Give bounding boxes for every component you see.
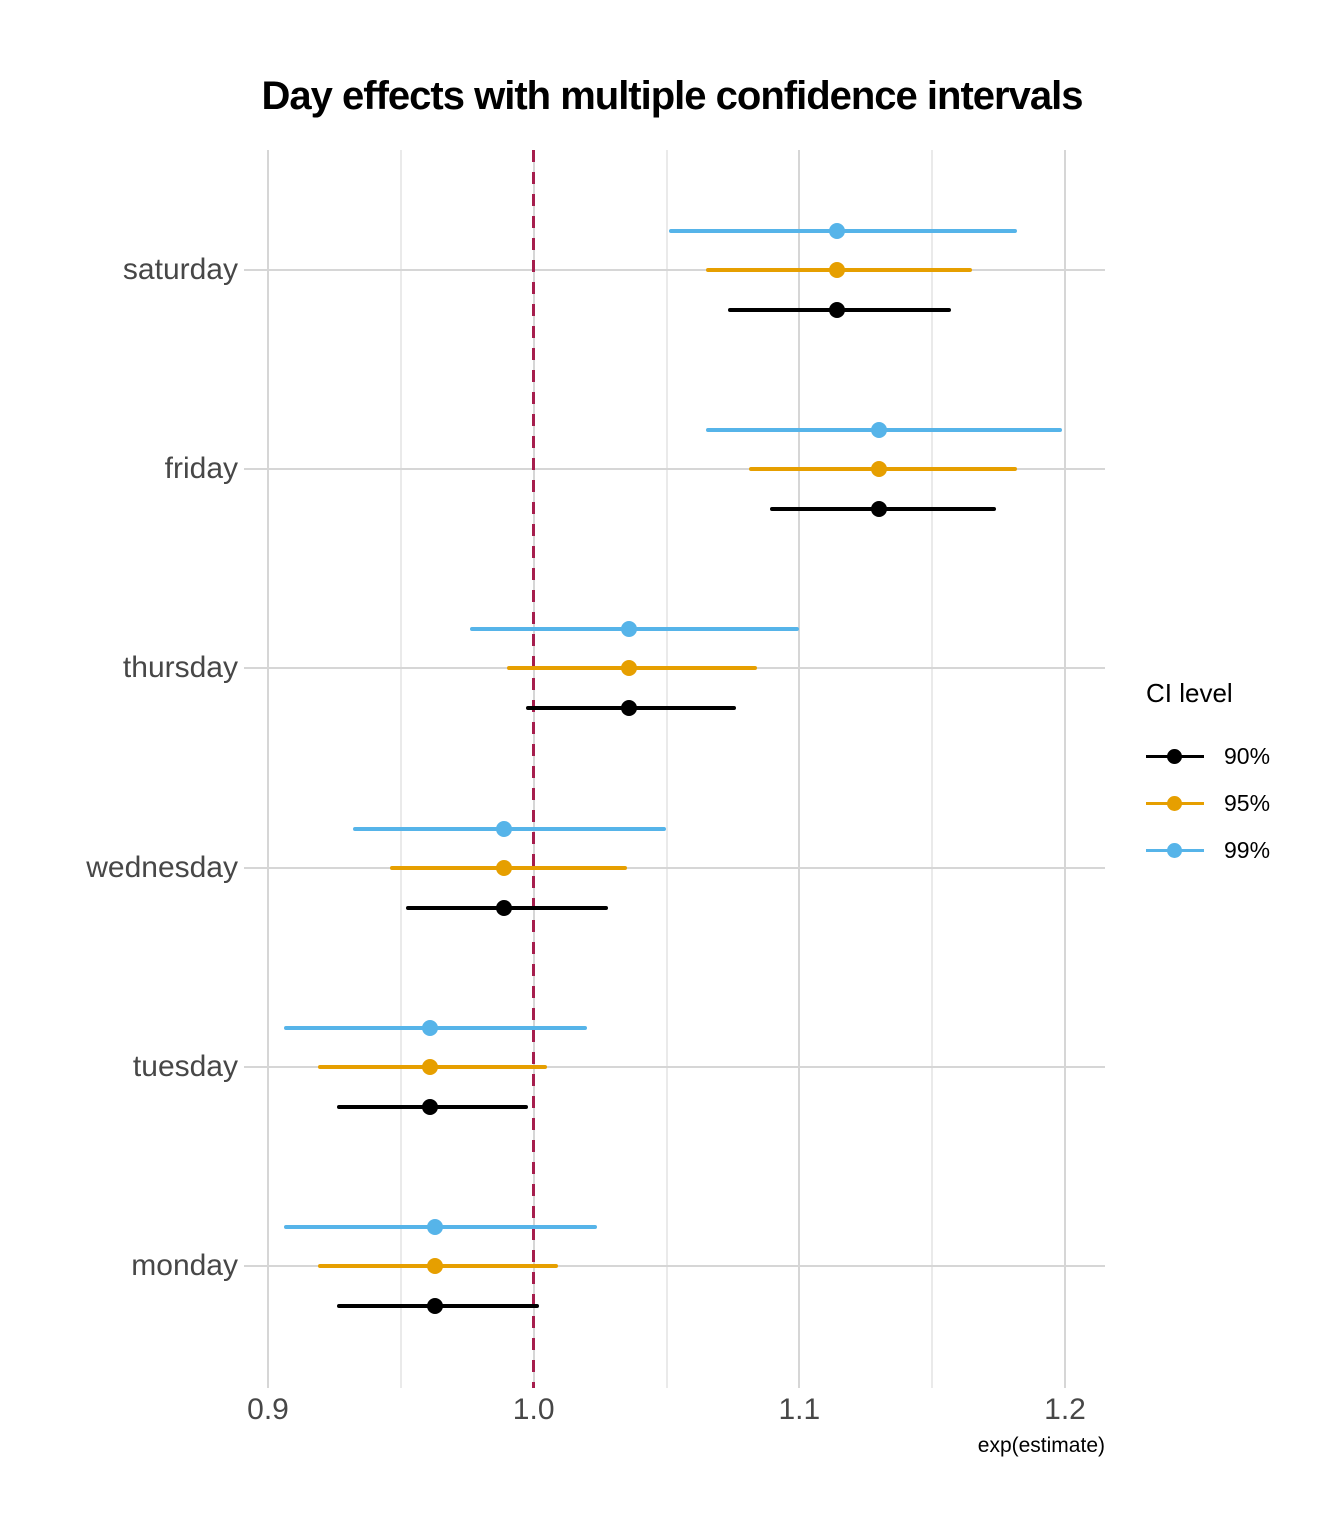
legend-key-dot	[1167, 843, 1182, 858]
ci-point-95	[422, 1059, 439, 1075]
gridline-minor	[399, 150, 402, 1388]
x-axis-tick-label: 1.1	[778, 1393, 821, 1426]
y-axis-label: saturday	[122, 253, 238, 286]
legend-label: 95%	[1224, 790, 1271, 816]
y-axis-label: thursday	[122, 651, 238, 684]
y-axis-label: tuesday	[132, 1050, 238, 1083]
reference-line	[532, 150, 536, 1388]
ci-point-95	[496, 860, 513, 876]
legend-item: 90%	[1146, 733, 1270, 780]
day-gridline	[244, 269, 1105, 271]
legend-label: 99%	[1224, 837, 1271, 863]
legend-key-dot	[1167, 796, 1182, 811]
gridline-minor	[665, 150, 668, 1388]
legend-key	[1146, 795, 1204, 812]
ci-point-90	[422, 1099, 439, 1115]
legend-key	[1146, 842, 1204, 859]
ci-point-90	[621, 700, 638, 716]
ci-point-99	[621, 621, 638, 637]
gridline-major	[1064, 150, 1066, 1388]
day-gridline	[244, 867, 1105, 869]
ci-point-95	[427, 1258, 444, 1274]
ci-point-99	[422, 1020, 439, 1036]
gridline-major	[798, 150, 801, 1388]
x-axis-title: exp(estimate)	[977, 1434, 1105, 1457]
day-gridline	[244, 468, 1105, 470]
ci-point-99	[496, 821, 513, 837]
ci-point-90	[871, 501, 888, 517]
ci-point-90	[427, 1298, 444, 1314]
ci-point-95	[828, 262, 845, 278]
ci-point-99	[427, 1219, 444, 1235]
y-axis-label: monday	[131, 1249, 238, 1282]
x-axis-tick-label: 1.0	[512, 1393, 555, 1426]
ci-point-99	[828, 223, 845, 239]
y-axis-label: friday	[164, 452, 238, 485]
x-axis-tick-label: 1.2	[1044, 1393, 1086, 1426]
legend-item: 95%	[1146, 780, 1270, 827]
legend-label: 90%	[1224, 743, 1271, 769]
day-gridline	[244, 1066, 1105, 1068]
chart-title: Day effects with multiple confidence int…	[261, 74, 1084, 118]
ci-point-95	[871, 461, 888, 477]
legend-item: 99%	[1146, 827, 1270, 874]
gridline-minor	[931, 150, 934, 1388]
legend-key-dot	[1167, 749, 1182, 764]
legend: CI level 90% 95% 99%	[1146, 678, 1270, 874]
x-axis-tick-label: 0.9	[247, 1393, 289, 1426]
legend-title: CI level	[1146, 678, 1233, 708]
ci-point-95	[621, 660, 638, 676]
plot-panel	[244, 150, 1105, 1388]
day-gridline	[244, 1265, 1105, 1267]
ci-point-99	[871, 422, 888, 438]
y-axis-label: wednesday	[86, 851, 238, 884]
legend-key	[1146, 748, 1204, 765]
ci-point-90	[496, 900, 513, 916]
ci-point-90	[828, 302, 845, 318]
gridline-major	[267, 150, 269, 1388]
